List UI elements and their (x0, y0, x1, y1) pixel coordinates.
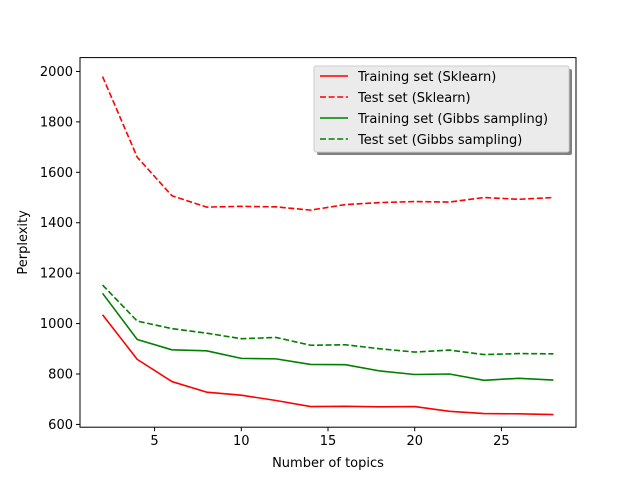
y-tick-label: 1200 (40, 267, 73, 282)
legend-box (313, 65, 570, 153)
y-tick-label: 1000 (40, 317, 73, 332)
y-tick-label: 1400 (40, 216, 73, 231)
y-tick-label: 2000 (40, 65, 73, 80)
legend-label: Training set (Gibbs sampling) (357, 112, 548, 127)
y-tick-label: 1600 (40, 166, 73, 181)
series-line-1-training-set-sklearn (101, 314, 554, 416)
series-line-3-training-set-gibbs-sampling (101, 292, 554, 382)
legend: Training set (Sklearn) Test set (Sklearn)… (313, 65, 572, 155)
legend-label: Test set (Sklearn) (357, 91, 471, 106)
y-tick-label: 1800 (40, 115, 73, 130)
x-tick-label: 5 (150, 434, 158, 449)
series-line-4-test-set-gibbs-sampling (101, 284, 554, 356)
y-tick-label: 800 (48, 368, 73, 383)
y-tick-label: 600 (48, 418, 73, 433)
y-axis-title: Perplexity (16, 210, 31, 275)
x-tick-label: 20 (406, 434, 423, 449)
x-tick-label: 25 (493, 434, 510, 449)
x-tick-label: 15 (320, 434, 337, 449)
legend-label: Test set (Gibbs sampling) (357, 133, 522, 148)
legend-label: Training set (Sklearn) (357, 70, 496, 85)
x-axis-title: Number of topics (272, 456, 384, 471)
x-tick-label: 10 (233, 434, 250, 449)
series-line-2-test-set-sklearn (101, 76, 554, 211)
